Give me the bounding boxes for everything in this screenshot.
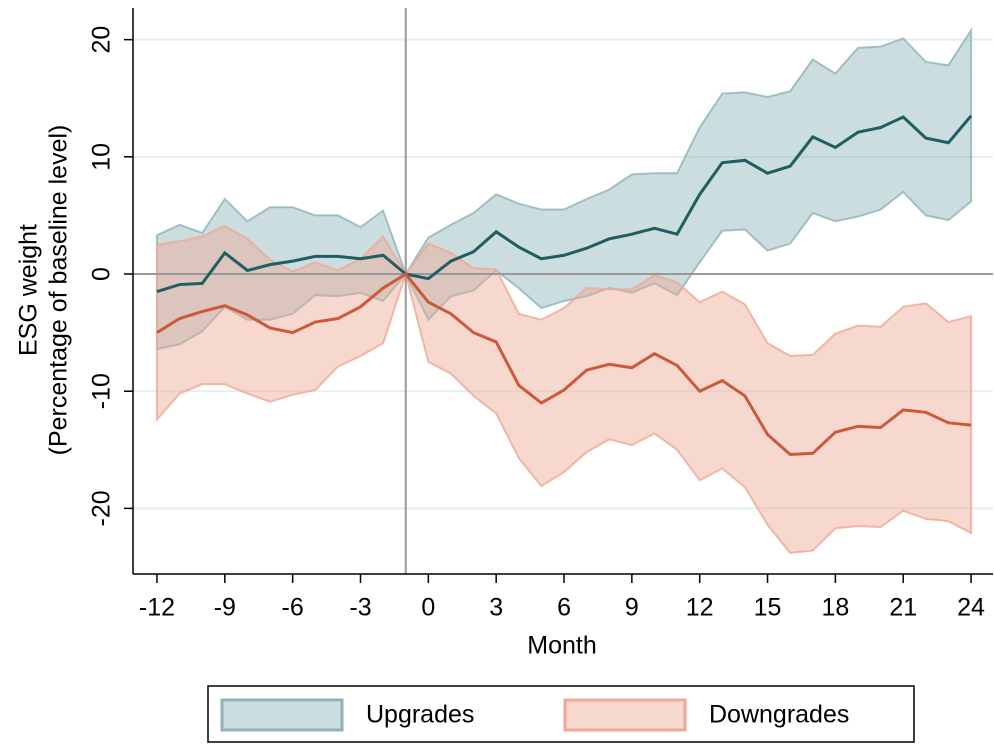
y-tick-label: -20 [88, 490, 116, 526]
y-axis-label: (Percentage of baseline level) [45, 125, 73, 456]
x-tick-label: 24 [957, 594, 985, 622]
series-line [156, 114, 973, 294]
x-tick-label: 9 [625, 594, 639, 622]
x-tick-label: 6 [557, 594, 571, 622]
x-tick-label: 3 [489, 594, 503, 622]
x-tick-label: 0 [421, 594, 435, 622]
x-tick-label: -6 [282, 594, 304, 622]
series-line [156, 272, 972, 457]
x-tick-label: 12 [686, 594, 714, 622]
y-tick-label: 10 [88, 143, 116, 171]
legend-label: Upgrades [366, 701, 474, 729]
x-tick-label: 18 [821, 594, 849, 622]
y-tick-label: 20 [88, 26, 116, 54]
x-tick-label: 21 [889, 594, 917, 622]
legend-swatch [220, 698, 344, 732]
y-tick-label: 0 [88, 267, 116, 281]
x-tick-label: -12 [139, 594, 175, 622]
legend-box [207, 685, 915, 743]
legend-label: Downgrades [709, 701, 849, 729]
x-tick-label: -9 [214, 594, 236, 622]
legend-swatch [563, 698, 687, 732]
x-tick-label: 15 [754, 594, 782, 622]
y-axis-label: ESG weight [15, 224, 43, 356]
confidence-band [155, 26, 973, 351]
x-axis-label: Month [527, 632, 596, 660]
y-tick-label: -10 [88, 373, 116, 409]
x-tick-label: -3 [349, 594, 371, 622]
